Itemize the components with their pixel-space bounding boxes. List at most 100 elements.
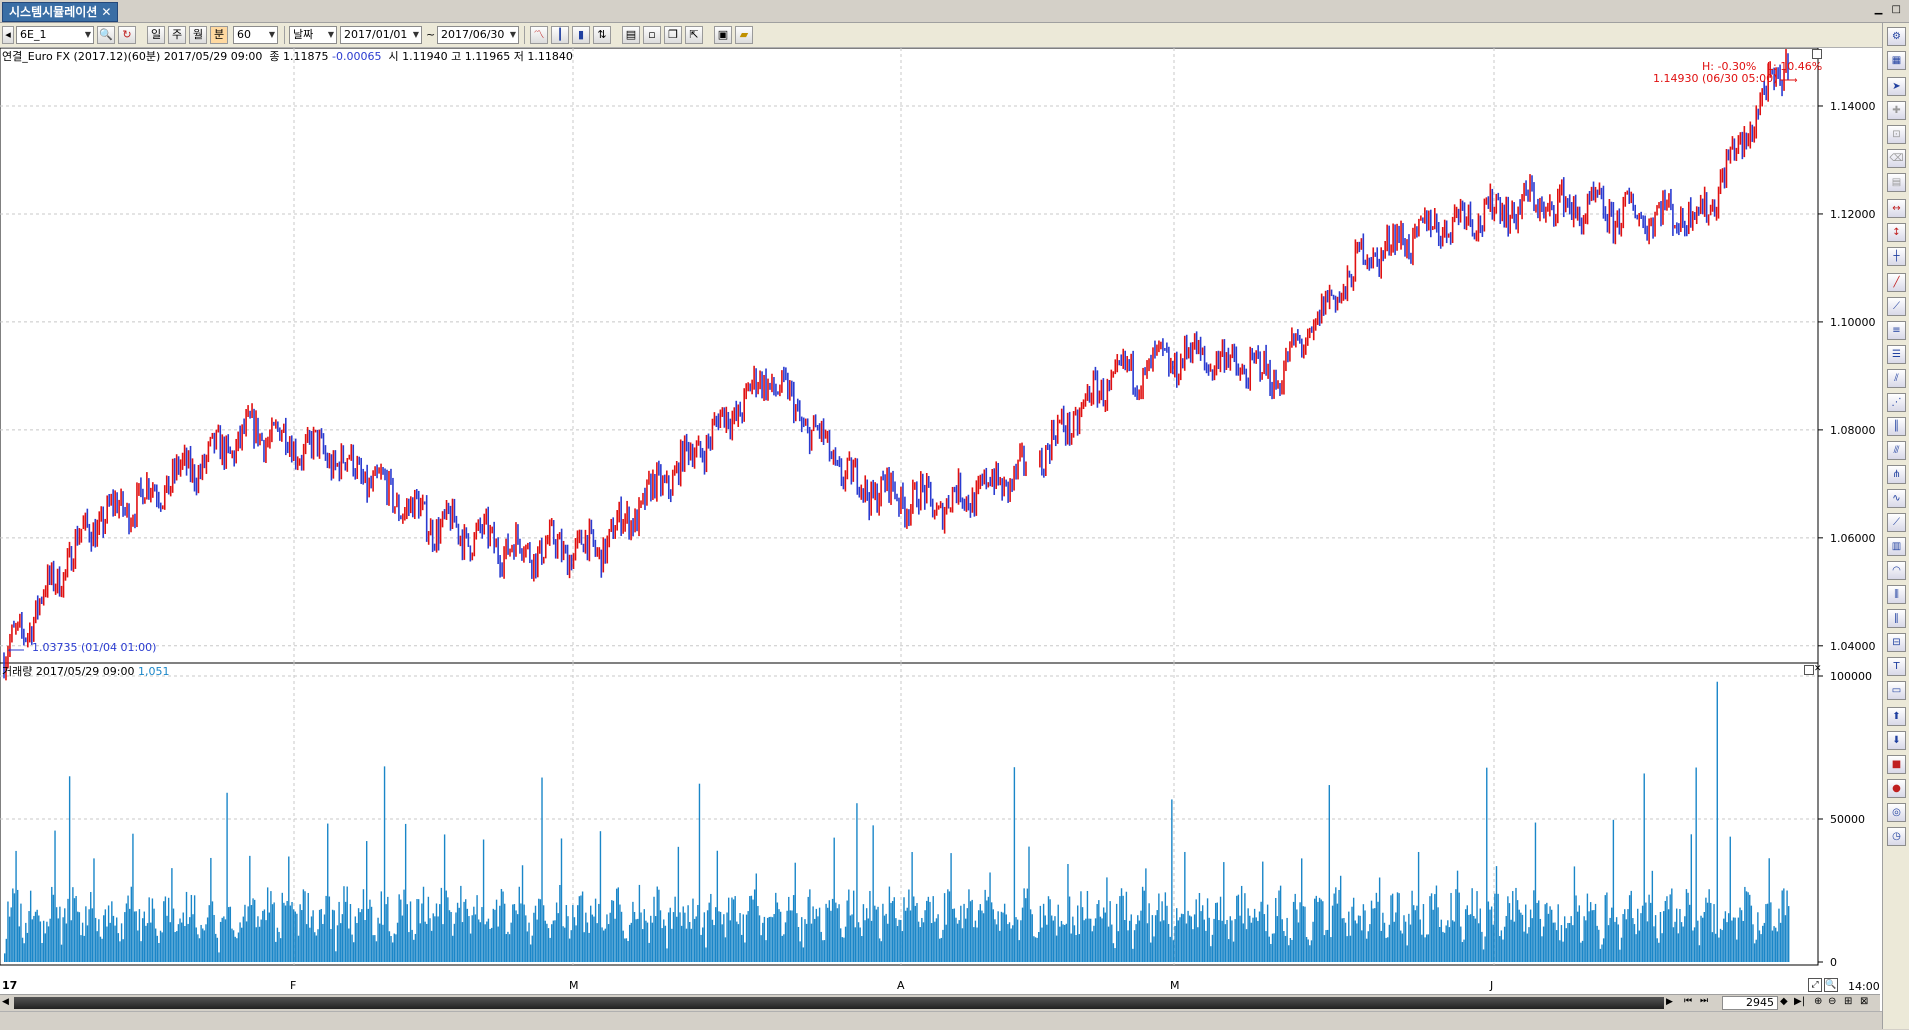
start-date-field[interactable]: 2017/01/01 ▼ bbox=[340, 26, 422, 44]
search-icon[interactable]: 🔍 bbox=[97, 26, 115, 44]
document-icon[interactable]: ▤ bbox=[622, 26, 640, 44]
line-chart-icon[interactable]: 〽 bbox=[530, 26, 548, 44]
sort-icon[interactable]: ⇅ bbox=[593, 26, 611, 44]
ellipse-icon[interactable]: ◎ bbox=[1887, 803, 1906, 822]
volume-bar bbox=[276, 927, 279, 962]
volume-bar bbox=[486, 921, 488, 962]
volume-bar bbox=[380, 891, 383, 962]
cross-line-icon[interactable]: ┼ bbox=[1887, 247, 1906, 266]
bar-count-field[interactable]: 2945 bbox=[1722, 996, 1778, 1010]
data-window-icon[interactable]: ▤ bbox=[1887, 173, 1906, 192]
regression-channel-icon[interactable]: ⟋ bbox=[1887, 513, 1906, 532]
fibonacci-time-icon[interactable]: ║ bbox=[1887, 417, 1906, 436]
scroll-left-arrow[interactable]: ◀ bbox=[2, 997, 9, 1007]
chart-scrollbar[interactable]: ◀ ▶ ⏮ ⏭ 2945 ◆ ▶| ⊕ ⊖ ⊞ ⊠ bbox=[0, 994, 1880, 1011]
scroll-thumb[interactable] bbox=[14, 997, 1664, 1009]
volume-bar bbox=[159, 930, 162, 962]
prev-arrow-icon[interactable]: ◂ bbox=[2, 26, 14, 44]
save-icon[interactable]: ▣ bbox=[714, 26, 732, 44]
maximize-icon[interactable]: □ bbox=[1891, 4, 1901, 15]
fibonacci-retracement-icon[interactable]: ☰ bbox=[1887, 345, 1906, 364]
volume-series bbox=[4, 681, 1790, 962]
crosshair-icon[interactable]: ⤢ bbox=[1808, 978, 1822, 992]
minimize-icon[interactable]: ▁ bbox=[1874, 4, 1883, 15]
fibonacci-arc-icon[interactable]: ◠ bbox=[1887, 561, 1906, 580]
volume-bar bbox=[26, 932, 29, 962]
zoom-out-icon[interactable]: ⊖ bbox=[1828, 996, 1837, 1007]
fibonacci-fan-icon[interactable]: ⫽ bbox=[1887, 369, 1906, 388]
step-end-icon[interactable]: ▶| bbox=[1794, 996, 1806, 1007]
cycle-line-icon[interactable]: ∿ bbox=[1887, 489, 1906, 508]
scroll-right-arrow[interactable]: ▶ bbox=[1666, 997, 1673, 1007]
volume-bar bbox=[689, 921, 691, 962]
grid-view-icon[interactable]: ⊠ bbox=[1860, 996, 1869, 1007]
export-icon[interactable]: ⇱ bbox=[685, 26, 703, 44]
open-folder-icon[interactable]: ▰ bbox=[735, 26, 753, 44]
fibonacci-extension-icon[interactable]: ⫼ bbox=[1887, 585, 1906, 604]
close-icon[interactable]: ✕ bbox=[1814, 664, 1822, 674]
volume-bar bbox=[482, 839, 485, 962]
chart-settings-icon[interactable]: ⚙ bbox=[1887, 27, 1906, 46]
copy-icon[interactable]: ❐ bbox=[664, 26, 682, 44]
rectangle-tool-icon[interactable]: ▭ bbox=[1887, 681, 1906, 700]
period-month-button[interactable]: 월 bbox=[189, 26, 207, 44]
chart-area[interactable]: 1.04000 1.06000 1.08000 1.10000 1.12000 1.140… bbox=[0, 48, 1880, 1014]
lock-icon[interactable]: ⊡ bbox=[1887, 125, 1906, 144]
step-left-icon[interactable]: ◆ bbox=[1780, 996, 1788, 1007]
volume-bar bbox=[914, 905, 917, 962]
bar-chart-icon[interactable]: ▮ bbox=[572, 26, 590, 44]
quadrant-lines-icon[interactable]: ⊟ bbox=[1887, 633, 1906, 652]
period-day-button[interactable]: 일 bbox=[147, 26, 165, 44]
volume-bar bbox=[784, 922, 787, 962]
period-week-button[interactable]: 주 bbox=[168, 26, 186, 44]
magnifier-icon[interactable]: 🔍 bbox=[1824, 978, 1838, 992]
volume-bar bbox=[1476, 891, 1478, 962]
panel-max-button[interactable] bbox=[1804, 665, 1814, 675]
erase-icon[interactable]: ⌫ bbox=[1887, 149, 1906, 168]
volume-bar bbox=[586, 922, 589, 962]
vertical-line-icon[interactable]: ↕ bbox=[1887, 223, 1906, 242]
candle-chart-icon[interactable]: ┃ bbox=[551, 26, 569, 44]
interval-combo[interactable]: 60 ▼ bbox=[233, 26, 278, 44]
indicator-icon[interactable]: ▦ bbox=[1887, 51, 1906, 70]
filled-rectangle-icon[interactable]: ■ bbox=[1887, 755, 1906, 774]
tab-system-simulation[interactable]: 시스템시뮬레이션 ✕ bbox=[2, 2, 119, 22]
volume-bar bbox=[1375, 892, 1378, 962]
min-price-label: 1.03735 (01/04 01:00) bbox=[32, 641, 157, 654]
parallel-lines-icon[interactable]: ∥ bbox=[1887, 609, 1906, 628]
volume-bar bbox=[567, 916, 569, 962]
blank-page-icon[interactable]: ▫ bbox=[643, 26, 661, 44]
arrow-down-icon[interactable]: ⬇ bbox=[1887, 731, 1906, 750]
refresh-icon[interactable]: ↻ bbox=[118, 26, 136, 44]
clock-icon[interactable]: ◷ bbox=[1887, 827, 1906, 846]
horizontal-line-icon[interactable]: ↔ bbox=[1887, 199, 1906, 218]
panel-max-button[interactable] bbox=[1812, 49, 1822, 59]
text-tool-icon[interactable]: T bbox=[1887, 657, 1906, 676]
trend-line-icon[interactable]: ╱ bbox=[1887, 273, 1906, 292]
crosshair-tool-icon[interactable]: ✚ bbox=[1887, 101, 1906, 120]
arrow-up-icon[interactable]: ⬆ bbox=[1887, 707, 1906, 726]
end-date-field[interactable]: 2017/06/30 ▼ bbox=[437, 26, 519, 44]
volume-bar bbox=[1650, 902, 1652, 962]
volume-bar bbox=[994, 919, 996, 962]
channel-icon[interactable]: ≡ bbox=[1887, 321, 1906, 340]
gann-grid-icon[interactable]: ▥ bbox=[1887, 537, 1906, 556]
skip-end-icon[interactable]: ⏭ bbox=[1700, 996, 1709, 1006]
gann-fan-icon[interactable]: ⋰ bbox=[1887, 393, 1906, 412]
volume-bar bbox=[1180, 913, 1183, 962]
ray-line-icon[interactable]: ⟋ bbox=[1887, 297, 1906, 316]
close-icon[interactable]: ✕ bbox=[101, 5, 112, 19]
andrews-pitchfork-icon[interactable]: ⋔ bbox=[1887, 465, 1906, 484]
period-minute-button[interactable]: 분 bbox=[210, 26, 228, 44]
skip-start-icon[interactable]: ⏮ bbox=[1684, 996, 1693, 1006]
zoom-in-icon[interactable]: ⊕ bbox=[1814, 996, 1823, 1007]
volume-bar bbox=[622, 930, 624, 962]
circle-icon[interactable]: ● bbox=[1887, 779, 1906, 798]
speed-line-icon[interactable]: ⫻ bbox=[1887, 441, 1906, 460]
symbol-combo[interactable]: 6E_1 ▼ bbox=[16, 26, 94, 44]
volume-bar bbox=[950, 853, 952, 962]
date-mode-combo[interactable]: 날짜 ▼ bbox=[289, 26, 337, 44]
cursor-icon[interactable]: ➤ bbox=[1887, 77, 1906, 96]
chevron-down-icon: ▼ bbox=[84, 30, 91, 39]
fit-all-icon[interactable]: ⊞ bbox=[1844, 996, 1853, 1007]
